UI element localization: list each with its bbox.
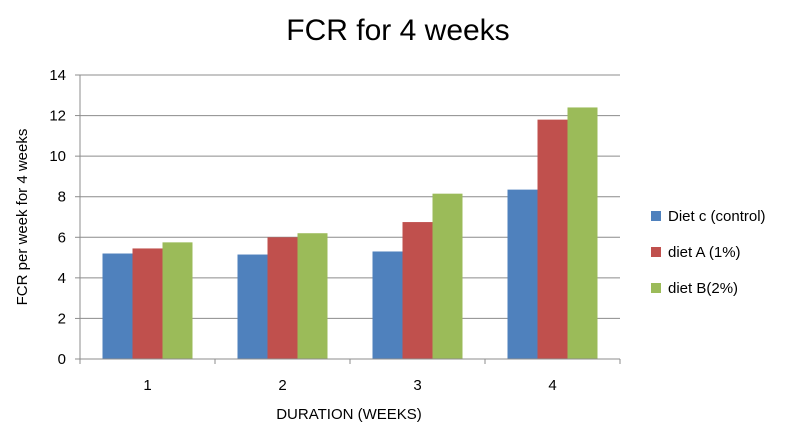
- y-tick-label: 0: [58, 351, 66, 368]
- bar: [297, 233, 328, 359]
- y-tick-label: 6: [58, 229, 66, 246]
- bar: [507, 189, 538, 359]
- bars: [102, 107, 598, 359]
- y-tick-label: 4: [58, 270, 66, 287]
- x-tick-label: 2: [278, 377, 286, 394]
- legend-label: diet A (1%): [668, 244, 741, 261]
- y-tick-label: 2: [58, 310, 66, 327]
- y-axis-title: FCR per week for 4 weeks: [14, 129, 31, 306]
- bar: [237, 254, 268, 359]
- legend-swatch: [651, 211, 661, 221]
- bar: [432, 193, 463, 359]
- y-tick-label: 8: [58, 189, 66, 206]
- y-tick-labels: 0 2 4 6 8 10 12 14: [49, 67, 66, 368]
- y-tick-label: 14: [49, 67, 66, 84]
- bar: [402, 222, 433, 359]
- axes: [75, 74, 621, 364]
- x-tick-labels: 1 2 3 4: [143, 377, 556, 394]
- legend-swatch: [651, 283, 661, 293]
- legend-label: diet B(2%): [668, 280, 738, 297]
- y-tick-label: 10: [49, 148, 66, 165]
- x-axis-title: DURATION (WEEKS): [276, 406, 422, 423]
- legend-label: Diet c (control): [668, 208, 766, 225]
- legend: Diet c (control) diet A (1%) diet B(2%): [651, 208, 766, 297]
- bar: [267, 237, 298, 359]
- x-tick-label: 3: [413, 377, 421, 394]
- bar: [162, 242, 193, 359]
- bar: [132, 248, 163, 359]
- bar: [537, 119, 568, 359]
- legend-swatch: [651, 247, 661, 257]
- bar: [102, 253, 133, 359]
- x-tick-label: 1: [143, 377, 151, 394]
- bar: [567, 107, 598, 359]
- y-tick-label: 12: [49, 108, 66, 125]
- chart-title: FCR for 4 weeks: [286, 14, 509, 47]
- bar: [372, 251, 403, 359]
- x-tick-label: 4: [548, 377, 556, 394]
